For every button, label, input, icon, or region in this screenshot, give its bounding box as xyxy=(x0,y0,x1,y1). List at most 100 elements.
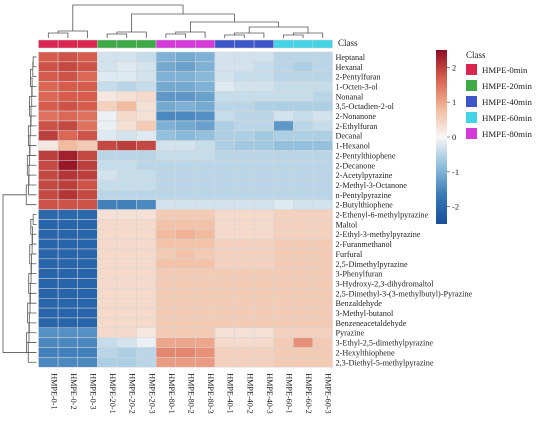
compound-label: Nonanal xyxy=(336,92,364,101)
heatmap-cell xyxy=(253,130,274,141)
heatmap-cell xyxy=(38,51,59,63)
heatmap-cell xyxy=(136,327,157,338)
heatmap-cell xyxy=(77,229,98,240)
class-bar-cell xyxy=(175,39,196,49)
heatmap-cell xyxy=(155,51,176,63)
heatmap-cell xyxy=(155,120,176,132)
heatmap-cell xyxy=(77,91,98,102)
heatmap-cell xyxy=(214,337,235,348)
heatmap-cell xyxy=(214,179,235,191)
heatmap-cell xyxy=(77,258,98,269)
heatmap-cell xyxy=(175,160,196,171)
heatmap-cell xyxy=(214,51,235,63)
heatmap-cell xyxy=(312,120,333,132)
heatmap-cell xyxy=(214,219,235,230)
sample-label: HMPE-80-1 xyxy=(167,373,176,413)
heatmap-cell xyxy=(175,110,196,122)
heatmap-cell xyxy=(57,110,78,122)
heatmap-cell xyxy=(273,81,294,92)
heatmap-cell xyxy=(234,189,255,200)
heatmap-cell xyxy=(273,248,294,260)
heatmap-cell xyxy=(116,110,137,122)
compound-label: 3-Hydroxy-2,3-dihydromaltol xyxy=(336,279,435,288)
heatmap-cell xyxy=(234,219,255,230)
heatmap-cell xyxy=(77,81,98,92)
heatmap-cell xyxy=(234,91,255,102)
heatmap-cell xyxy=(136,357,157,368)
heatmap-cell xyxy=(38,209,59,220)
legend-swatch xyxy=(466,80,477,91)
heatmap-cell xyxy=(97,81,118,92)
heatmap-cell xyxy=(312,229,333,240)
heatmap-cell xyxy=(57,150,78,161)
heatmap-cell xyxy=(116,101,137,112)
heatmap-cell xyxy=(97,258,118,269)
heatmap-cell xyxy=(195,169,216,181)
heatmap-cell xyxy=(253,189,274,200)
color-scale-tick-label: -1 xyxy=(452,167,459,177)
heatmap-cell xyxy=(214,91,235,102)
heatmap-cell xyxy=(136,179,157,191)
heatmap-cell xyxy=(155,288,176,299)
heatmap-cell xyxy=(175,209,196,220)
heatmap-cell xyxy=(253,199,274,210)
heatmap-cell xyxy=(195,238,216,250)
compound-label: 3-Methyl-butanol xyxy=(336,309,394,318)
dendrogram-link xyxy=(234,32,265,38)
heatmap-cell xyxy=(38,130,59,141)
heatmap-cell xyxy=(136,278,157,289)
heatmap-cell xyxy=(57,81,78,92)
heatmap-cell xyxy=(155,248,176,260)
heatmap-cell xyxy=(38,169,59,181)
heatmap-cell xyxy=(195,357,216,368)
heatmap-cell xyxy=(38,288,59,299)
heatmap-cell xyxy=(253,179,274,191)
heatmap-cell xyxy=(273,347,294,358)
heatmap-cell xyxy=(97,169,118,181)
heatmap-cell xyxy=(214,120,235,132)
heatmap-cell xyxy=(77,61,98,72)
heatmap-cell xyxy=(116,229,137,240)
heatmap-cell xyxy=(38,268,59,279)
heatmap-cell xyxy=(195,140,216,151)
compound-label: Benzaldehyde xyxy=(336,299,383,308)
heatmap-cell xyxy=(195,337,216,348)
heatmap-cell xyxy=(155,81,176,92)
heatmap-cell xyxy=(293,268,314,279)
heatmap-cell xyxy=(234,268,255,279)
heatmap-cell xyxy=(175,120,196,132)
heatmap-cell xyxy=(312,298,333,309)
heatmap-cell xyxy=(273,268,294,279)
heatmap-cell xyxy=(38,337,59,348)
dendrogram-link xyxy=(175,31,206,38)
heatmap-cell xyxy=(312,268,333,279)
heatmap-cell xyxy=(57,169,78,181)
heatmap-cell xyxy=(214,130,235,141)
class-bar-cell xyxy=(57,39,78,49)
heatmap-cell xyxy=(312,278,333,289)
dendrogram-link xyxy=(32,214,37,225)
heatmap-cell xyxy=(38,347,59,358)
heatmap-cell xyxy=(293,347,314,358)
heatmap-cell xyxy=(57,307,78,319)
heatmap-cell xyxy=(97,307,118,319)
heatmap-cell xyxy=(273,140,294,151)
heatmap-cell xyxy=(77,199,98,210)
heatmap-cell xyxy=(116,298,137,309)
heatmap-cell xyxy=(293,169,314,181)
compound-label: 2-Acetylpyrazine xyxy=(336,171,393,180)
heatmap-cell xyxy=(293,327,314,338)
heatmap-cell xyxy=(273,61,294,72)
heatmap-cell xyxy=(57,209,78,220)
heatmap-cell xyxy=(253,258,274,269)
sample-label: HMPE-0-3 xyxy=(89,373,98,409)
class-bar-cell xyxy=(116,39,137,49)
heatmap-cell xyxy=(57,357,78,368)
heatmap-cell xyxy=(97,160,118,171)
heatmap-cell xyxy=(97,288,118,299)
heatmap-cell xyxy=(136,199,157,210)
heatmap-cell xyxy=(136,169,157,181)
heatmap-cell xyxy=(253,238,274,250)
heatmap-cell xyxy=(57,61,78,72)
heatmap-cell xyxy=(253,288,274,299)
